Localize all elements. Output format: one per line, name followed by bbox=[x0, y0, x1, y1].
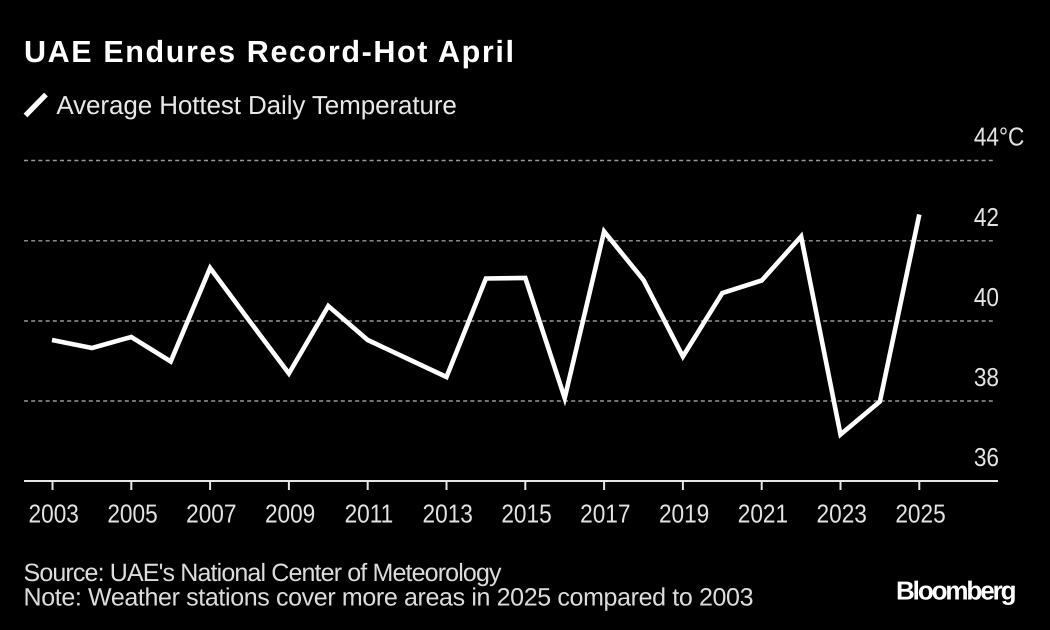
svg-text:38: 38 bbox=[974, 362, 999, 392]
svg-text:36: 36 bbox=[974, 442, 999, 472]
svg-text:2023: 2023 bbox=[817, 499, 867, 529]
svg-text:2025: 2025 bbox=[895, 499, 945, 529]
svg-text:2007: 2007 bbox=[186, 499, 236, 529]
svg-text:°C: °C bbox=[999, 122, 1024, 152]
svg-text:Bloomberg: Bloomberg bbox=[896, 576, 1017, 606]
svg-text:2013: 2013 bbox=[423, 499, 473, 529]
svg-text:42: 42 bbox=[974, 202, 999, 232]
svg-text:Source: UAE's National Center: Source: UAE's National Center of Meteoro… bbox=[24, 559, 503, 587]
svg-text:2009: 2009 bbox=[265, 499, 315, 529]
svg-text:Average Hottest Daily Temperat: Average Hottest Daily Temperature bbox=[56, 90, 457, 120]
svg-text:2021: 2021 bbox=[738, 499, 788, 529]
svg-text:2017: 2017 bbox=[580, 499, 630, 529]
svg-text:Note: Weather stations cover m: Note: Weather stations cover more areas … bbox=[24, 584, 754, 612]
svg-text:2011: 2011 bbox=[345, 499, 394, 529]
svg-text:2005: 2005 bbox=[107, 499, 157, 529]
svg-text:2015: 2015 bbox=[501, 499, 551, 529]
svg-text:40: 40 bbox=[974, 282, 999, 312]
svg-text:44: 44 bbox=[974, 122, 999, 152]
svg-text:2019: 2019 bbox=[659, 499, 709, 529]
svg-text:2003: 2003 bbox=[29, 499, 79, 529]
